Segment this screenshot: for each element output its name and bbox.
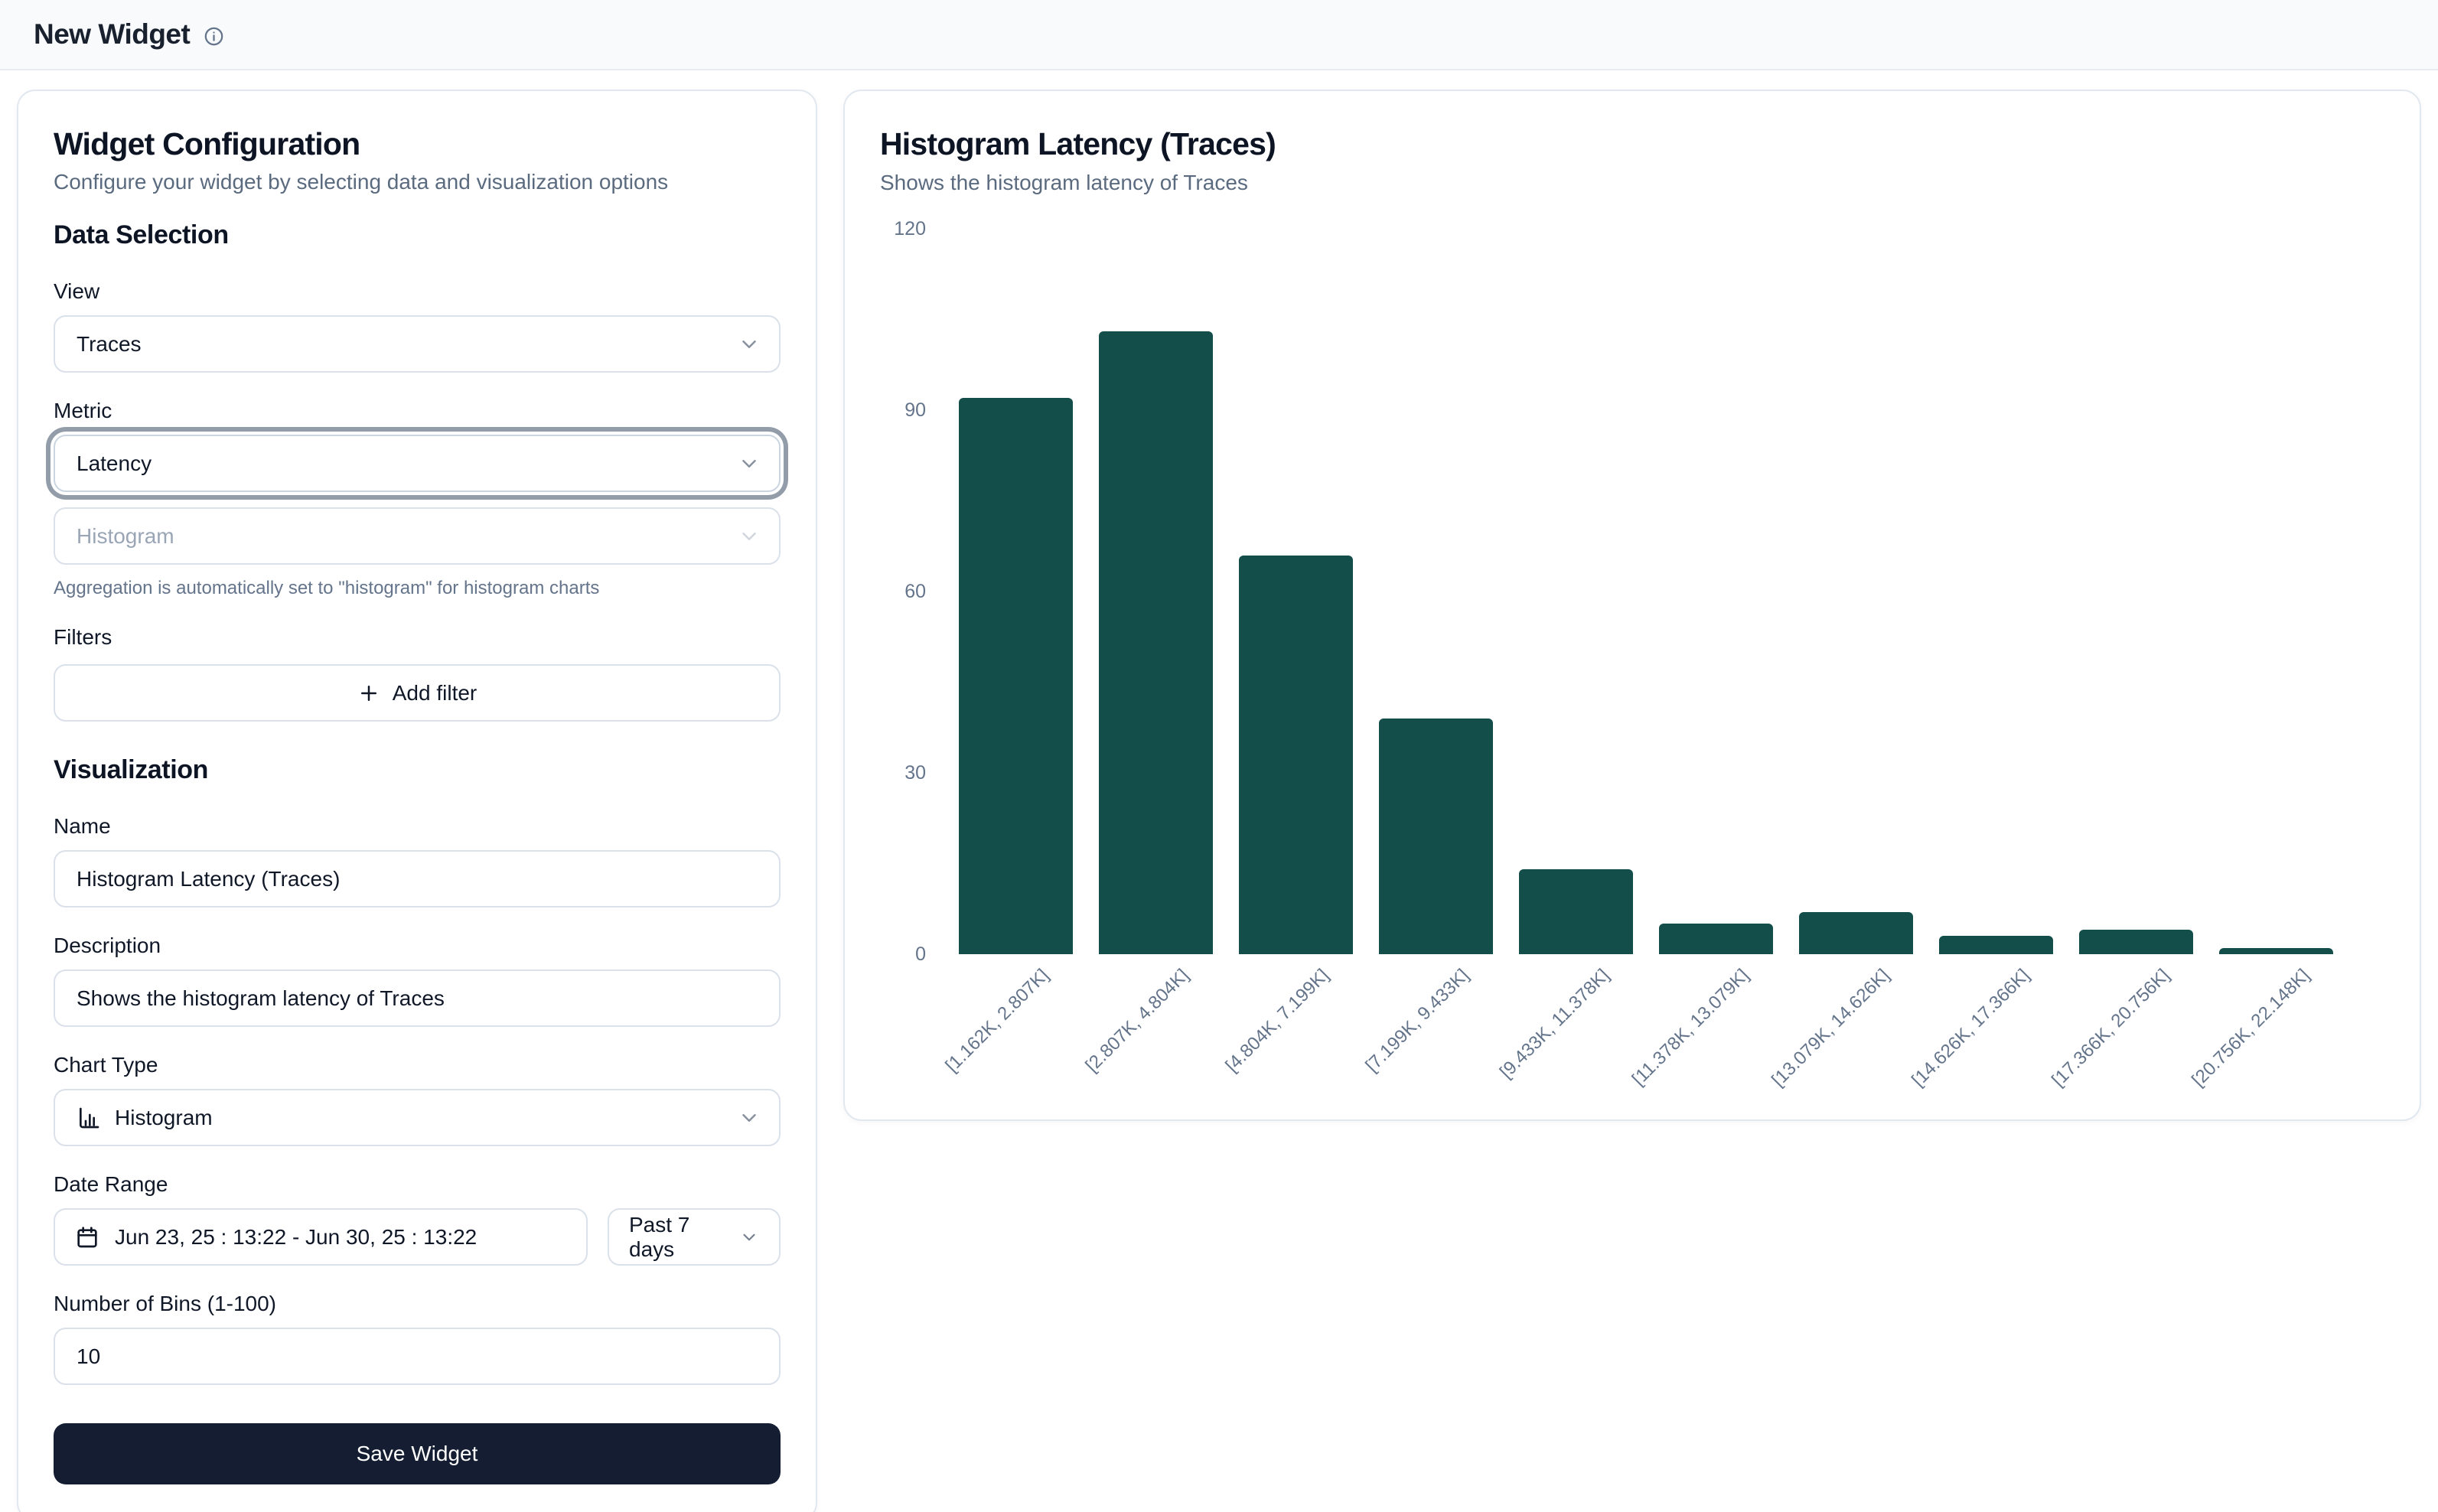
section-data-selection: Data Selection [54,220,229,249]
preview-title: Histogram Latency (Traces) [880,126,1276,161]
filters-field: Filters Add filter [54,625,781,722]
metric-field: Metric Latency Histogram Aggregation is … [54,399,781,599]
histogram-bar [1659,924,1773,954]
widget-configuration-panel: Widget Configuration Configure your widg… [17,90,817,1512]
aggregation-select-value: Histogram [77,523,174,548]
add-filter-label: Add filter [392,680,477,705]
description-input[interactable] [77,986,758,1011]
histogram-bar [1379,719,1493,954]
date-range-button[interactable]: Jun 23, 25 : 13:22 - Jun 30, 25 : 13:22 [54,1208,588,1266]
section-visualization: Visualization [54,755,209,784]
save-widget-button[interactable]: Save Widget [54,1423,781,1484]
chart-type-label: Chart Type [54,1053,158,1077]
x-axis-tick-label: [13.079K, 14.626K] [1767,965,1894,1091]
histogram-plot: [1.162K, 2.807K] [2.807K, 4.804K] [4.804K,… [942,229,2346,1090]
name-field: Name [54,814,781,908]
name-input-wrap [54,850,781,908]
y-axis-tick-label: 60 [904,581,926,602]
x-axis-tick-label: [20.756K, 22.148K] [2187,965,2314,1091]
preview-subtitle: Shows the histogram latency of Traces [880,171,1248,194]
description-label: Description [54,934,161,957]
histogram-chart: 0 30 60 90 120 [1.162K, 2.807K] [2.807K, 4.80… [880,218,2384,1109]
content-area: Widget Configuration Configure your widg… [0,70,2438,1512]
chart-type-select-value: Histogram [115,1105,213,1129]
x-axis-tick-label: [14.626K, 17.366K] [1907,965,2034,1091]
histogram-bar [2079,930,2193,954]
view-field: View Traces [54,279,781,373]
histogram-bar [1519,869,1633,954]
metric-label: Metric [54,399,112,422]
y-axis-tick-label: 120 [894,218,926,240]
chevron-down-icon [738,333,761,356]
x-axis-tick-label: [1.162K, 2.807K] [941,965,1054,1077]
widget-preview-panel: Histogram Latency (Traces) Shows the his… [843,90,2421,1121]
description-input-wrap [54,969,781,1027]
info-icon[interactable] [204,26,224,47]
chevron-down-icon [739,1227,759,1247]
y-axis-tick-label: 90 [904,399,926,421]
metric-select[interactable]: Latency [54,435,781,492]
name-input[interactable] [77,866,758,891]
aggregation-note: Aggregation is automatically set to "his… [54,578,600,598]
calendar-icon [75,1225,99,1250]
date-preset-button[interactable]: Past 7 days [608,1208,781,1266]
histogram-bar [959,398,1073,954]
date-range-value: Jun 23, 25 : 13:22 - Jun 30, 25 : 13:22 [115,1224,477,1249]
bins-label: Number of Bins (1-100) [54,1292,277,1315]
x-axis-tick-label: [4.804K, 7.199K] [1221,965,1334,1077]
y-axis-tick-label: 0 [915,943,926,965]
histogram-bar [1099,331,1213,954]
metric-select-value: Latency [77,451,152,475]
add-filter-button[interactable]: Add filter [54,664,781,722]
config-title: Widget Configuration [54,126,360,161]
y-axis-tick-label: 30 [904,762,926,784]
bins-input-wrap [54,1328,781,1385]
x-axis-tick-label: [17.366K, 20.756K] [2047,965,2174,1091]
chart-type-field: Chart Type Histogram [54,1053,781,1146]
date-range-label: Date Range [54,1172,168,1196]
page-header: New Widget [0,0,2438,70]
x-axis-tick-label: [7.199K, 9.433K] [1361,965,1474,1077]
chart-type-select[interactable]: Histogram [54,1089,781,1146]
bins-field: Number of Bins (1-100) [54,1292,781,1385]
name-label: Name [54,814,111,838]
histogram-bar [1939,936,2053,954]
bins-input[interactable] [77,1344,758,1369]
chevron-down-icon [738,1106,761,1129]
histogram-bar [1799,912,1913,954]
chart-column-icon [77,1106,101,1130]
filters-label: Filters [54,625,112,649]
y-axis: 0 30 60 90 120 [880,218,926,965]
chevron-down-icon [738,525,761,548]
histogram-bar [1239,556,1353,954]
view-select[interactable]: Traces [54,315,781,373]
page-title: New Widget [34,18,191,50]
config-subtitle: Configure your widget by selecting data … [54,170,669,194]
x-axis-tick-label: [9.433K, 11.378K] [1495,965,1614,1083]
aggregation-select: Histogram [54,507,781,565]
plus-icon [357,682,380,705]
date-preset-value: Past 7 days [629,1212,690,1261]
chevron-down-icon [738,452,761,475]
x-axis-tick-label: [11.378K, 13.079K] [1628,965,1754,1090]
view-label: View [54,279,100,303]
view-select-value: Traces [77,331,142,356]
histogram-bar [2219,948,2333,954]
date-range-field: Date Range Jun 23, 25 : 13:22 - Jun 30, … [54,1172,781,1266]
description-field: Description [54,934,781,1027]
x-axis-tick-label: [2.807K, 4.804K] [1081,965,1194,1077]
